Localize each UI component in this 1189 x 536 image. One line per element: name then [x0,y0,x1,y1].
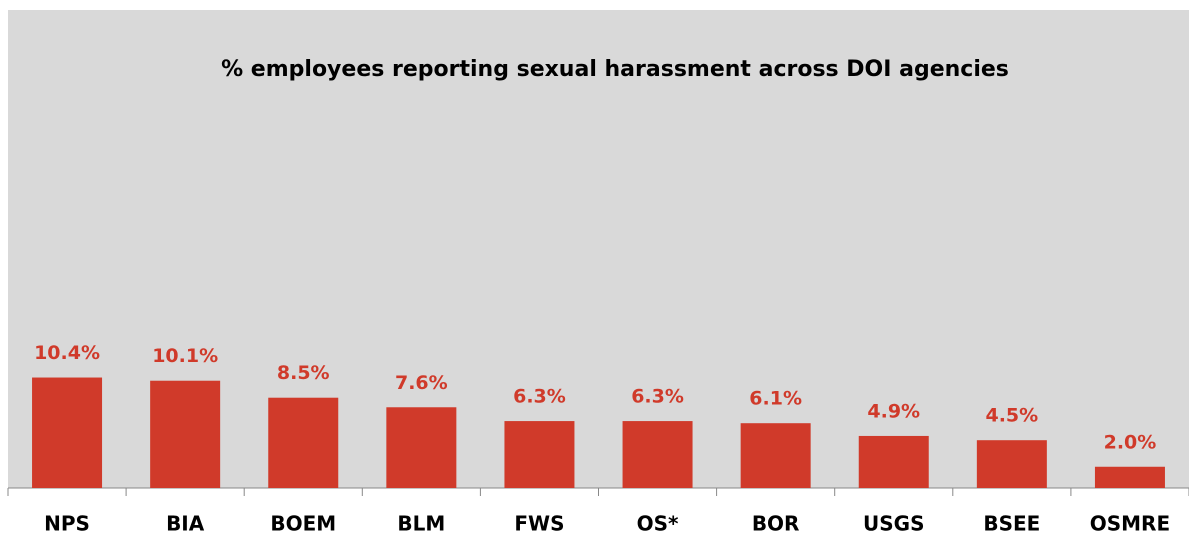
x-tick-label: BIA [166,512,205,536]
chart-title: % employees reporting sexual harassment … [221,57,1009,82]
data-label: 2.0% [1104,431,1157,453]
x-tick-label: BOEM [270,512,336,536]
data-label: 10.1% [152,345,218,367]
bar [1094,466,1165,488]
data-label: 4.5% [985,405,1038,427]
data-label: 6.3% [631,386,684,408]
data-label: 6.1% [749,388,802,410]
x-tick-label: BLM [397,512,445,536]
bar [386,407,457,488]
bar [858,435,929,488]
data-label: 4.9% [867,400,920,422]
x-tick-label: BSEE [983,512,1040,536]
bar [504,421,575,488]
x-tick-label: OS* [637,512,679,536]
bar [622,421,693,488]
data-label: 7.6% [395,372,448,394]
x-tick-label: NPS [44,512,90,536]
x-tick-label: OSMRE [1090,512,1170,536]
data-label: 10.4% [34,342,100,364]
bar [268,397,339,488]
data-label: 8.5% [277,362,330,384]
bar [976,440,1047,488]
x-tick-label: USGS [863,512,924,536]
data-label: 6.3% [513,386,566,408]
bar [150,380,221,488]
x-tick-label: BOR [752,512,800,536]
bar [740,423,811,488]
x-tick-label: FWS [514,512,564,536]
bar [32,377,103,488]
